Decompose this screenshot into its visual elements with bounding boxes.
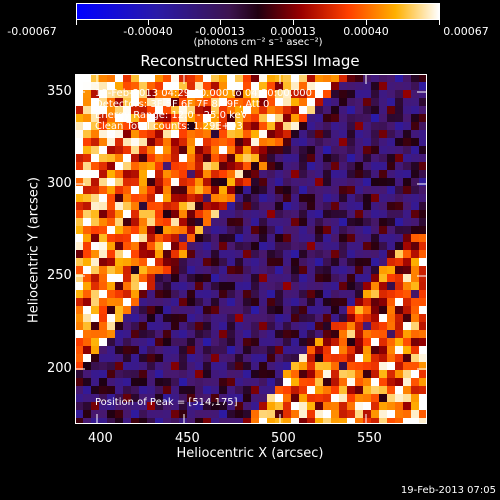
colorbar-tick-label: -0.00013 [195,25,245,38]
colorbar-tick [76,20,77,25]
colorbar-tick-label: 0.00013 [270,25,316,38]
footer-timestamp: 19-Feb-2013 07:05 [400,485,496,496]
x-tick-label: 500 [271,431,296,446]
colorbar-tick [293,20,294,25]
y-tick-label: 250 [47,268,72,283]
y-tick-label: 200 [47,361,72,376]
rhessi-image [75,74,427,424]
y-axis-label: Heliocentric Y (arcsec) [26,177,42,323]
x-tick-label: 450 [175,431,200,446]
colorbar-tick-label: 0.00067 [443,25,489,38]
detectors-text: Detectors: 3F 5F 6F 7F 8F 9F, Att 0 [95,99,270,110]
colorbar-tick-label: -0.00067 [7,25,57,38]
x-axis-label: Heliocentric X (arcsec) [176,446,324,461]
colorbar-tick-label: 0.00040 [343,25,389,38]
colorbar-tick [439,20,440,25]
colorbar [76,3,440,20]
total-counts-text: Clean Total counts: 1.29E+03 [95,121,243,132]
y-tick-label: 300 [47,176,72,191]
colorbar-tick [366,20,367,25]
time-range-text: 19-Feb-2013 04:29:00.000 to 04:30:00.000 [95,88,313,99]
colorbar-tick-label: -0.00040 [123,25,173,38]
colorbar-units: (photons cm⁻² s⁻¹ asec⁻²) [193,37,323,48]
peak-position-text: Position of Peak = [514,175] [95,397,238,408]
x-tick-label: 550 [357,431,382,446]
colorbar-tick [220,20,221,25]
y-tick-label: 350 [47,84,72,99]
plot-title: Reconstructed RHESSI Image [140,52,360,70]
colorbar-tick [148,20,149,25]
energy-range-text: Energy Range: 12.0 - 25.0 keV [95,110,248,121]
x-tick-label: 400 [88,431,113,446]
